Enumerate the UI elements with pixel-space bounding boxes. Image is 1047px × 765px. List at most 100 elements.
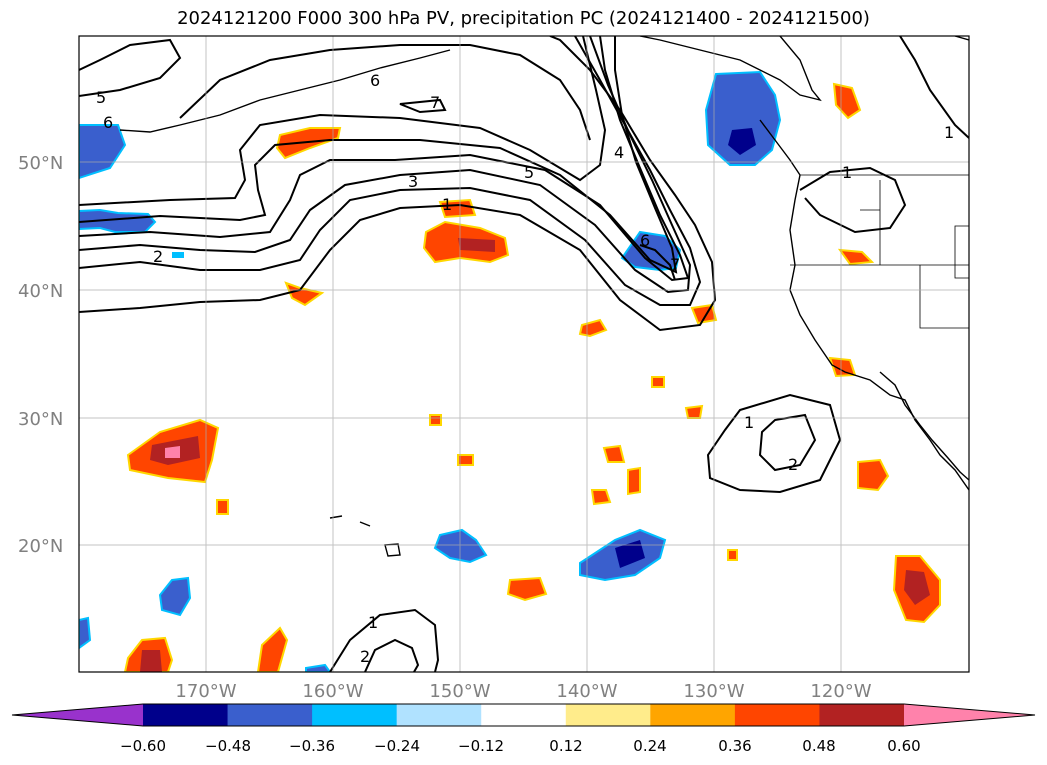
precip-pos-15 bbox=[857, 458, 890, 492]
precip-pos-17 bbox=[506, 576, 548, 602]
colorbar-tick-label: 0.36 bbox=[718, 737, 751, 755]
coastline-baja bbox=[879, 371, 969, 481]
precip-neg-alaska bbox=[704, 70, 782, 166]
latitude-labels: 50°N 40°N 30°N 20°N bbox=[18, 153, 63, 557]
contour-label: 6 bbox=[370, 71, 380, 90]
lon-label-160w: 160°W bbox=[302, 681, 363, 702]
pv-contours bbox=[79, 36, 969, 672]
lon-label-130w: 130°W bbox=[683, 681, 744, 702]
lat-label-40n: 40°N bbox=[18, 281, 63, 302]
border-states bbox=[790, 180, 969, 329]
precip-pos-24 bbox=[727, 549, 738, 561]
contour-label: 1 bbox=[744, 413, 754, 432]
precip-pos-1 bbox=[275, 127, 342, 160]
pv-contour-low-east-2 bbox=[758, 413, 817, 472]
coastlines bbox=[119, 36, 969, 557]
map-plot-area: 5 6 6 7 3 5 4 1 2 6 7 1 1 2 1 2 1 bbox=[79, 36, 969, 672]
colorbar-tick-label: −0.36 bbox=[289, 737, 335, 755]
precip-pos-23 bbox=[684, 404, 704, 419]
pv-contour-ne bbox=[899, 36, 969, 139]
colorbar-tick-label: 0.60 bbox=[887, 737, 920, 755]
lon-label-170w: 170°W bbox=[175, 681, 236, 702]
contour-labels: 5 6 6 7 3 5 4 1 2 6 7 1 1 2 1 2 1 bbox=[96, 71, 954, 666]
precip-neg-mid-core bbox=[615, 540, 645, 568]
pv-contour-2 bbox=[79, 36, 702, 306]
colorbar-tick-label: −0.48 bbox=[205, 737, 251, 755]
pv-contour-8 bbox=[179, 44, 591, 141]
precip-pos-19 bbox=[256, 626, 289, 672]
precip-pos-20 bbox=[429, 414, 442, 426]
pv-contour-1 bbox=[79, 36, 717, 332]
pv-contour-bc bbox=[799, 166, 907, 234]
map-frame bbox=[78, 35, 970, 673]
pv-contour-7 bbox=[79, 38, 182, 97]
pv-contour-3 bbox=[79, 36, 692, 294]
colorbar-segment bbox=[227, 704, 313, 726]
lon-label-150w: 150°W bbox=[429, 681, 490, 702]
coastline-north-america bbox=[639, 36, 969, 491]
precip-pos-16-core bbox=[904, 570, 930, 605]
colorbar-segment bbox=[734, 704, 820, 726]
precip-pos-13 bbox=[627, 466, 641, 496]
state-borders bbox=[790, 174, 969, 329]
colorbar bbox=[11, 703, 1036, 727]
contour-label: 5 bbox=[524, 163, 534, 182]
precip-pos-11 bbox=[216, 499, 229, 515]
colorbar-segment bbox=[650, 704, 736, 726]
pv-contour-9 bbox=[399, 98, 447, 114]
contour-label: 2 bbox=[153, 247, 163, 266]
precip-pos-6 bbox=[690, 303, 718, 325]
island-hawaii bbox=[329, 515, 401, 557]
contour-label: 7 bbox=[670, 255, 680, 274]
precip-neg-dot bbox=[172, 252, 184, 258]
map-title: 2024121200 F000 300 hPa PV, precipitatio… bbox=[177, 8, 870, 29]
contour-label: 6 bbox=[640, 231, 650, 250]
pv-contour-low-sw-1 bbox=[329, 608, 440, 672]
colorbar-tick-label: 0.12 bbox=[549, 737, 582, 755]
pv-contour-6 bbox=[79, 36, 607, 206]
precip-pos-8 bbox=[837, 248, 875, 266]
precip-neg-sw2 bbox=[79, 616, 92, 650]
precip-pos-18-core bbox=[140, 650, 162, 672]
precip-pos-21 bbox=[457, 454, 474, 466]
colorbar-tick-label: 0.48 bbox=[802, 737, 835, 755]
precip-pos-2-core bbox=[458, 238, 495, 252]
precip-neg-s bbox=[305, 663, 332, 672]
contour-label: 2 bbox=[360, 647, 370, 666]
precip-neg-west bbox=[79, 124, 127, 180]
coastline-aleutians bbox=[119, 49, 451, 133]
contour-label: 3 bbox=[408, 172, 418, 191]
colorbar-tick-label: −0.12 bbox=[458, 737, 504, 755]
colorbar-segment bbox=[819, 704, 905, 726]
contour-label: 1 bbox=[442, 195, 452, 214]
precip-pos-12 bbox=[602, 444, 626, 463]
colorbar-ticks: −0.60 −0.48 −0.36 −0.24 −0.12 0.12 0.24 … bbox=[120, 737, 921, 755]
lat-label-50n: 50°N bbox=[18, 153, 63, 174]
contour-label: 1 bbox=[842, 163, 852, 182]
precip-pos-14 bbox=[590, 489, 612, 506]
precip-pos-5 bbox=[578, 318, 608, 338]
colorbar-tick-label: −0.60 bbox=[120, 737, 166, 755]
pv-contour-10 bbox=[639, 244, 676, 281]
contour-label: 1 bbox=[944, 123, 954, 142]
longitude-labels: 170°W 160°W 150°W 140°W 130°W 120°W bbox=[175, 681, 871, 702]
pv-contour-low-east-1 bbox=[706, 393, 842, 494]
precip-pos-22 bbox=[651, 376, 665, 388]
colorbar-tick-label: −0.24 bbox=[374, 737, 420, 755]
precip-pos-4 bbox=[284, 281, 325, 307]
graticule bbox=[79, 36, 969, 672]
precip-neg-alaska-core bbox=[728, 128, 756, 155]
colorbar-tick-label: 0.24 bbox=[633, 737, 666, 755]
contour-label: 2 bbox=[788, 455, 798, 474]
lat-label-20n: 20°N bbox=[18, 536, 63, 557]
precip-neg-west2 bbox=[79, 208, 157, 233]
precip-neg-sw bbox=[158, 576, 192, 617]
contour-label: 1 bbox=[368, 613, 378, 632]
contour-label: 6 bbox=[103, 113, 113, 132]
lon-label-120w: 120°W bbox=[810, 681, 871, 702]
colorbar-segment bbox=[396, 704, 482, 726]
pv-contour-low-sw-2 bbox=[364, 638, 420, 672]
contour-label: 5 bbox=[96, 88, 106, 107]
lat-label-30n: 30°N bbox=[18, 409, 63, 430]
